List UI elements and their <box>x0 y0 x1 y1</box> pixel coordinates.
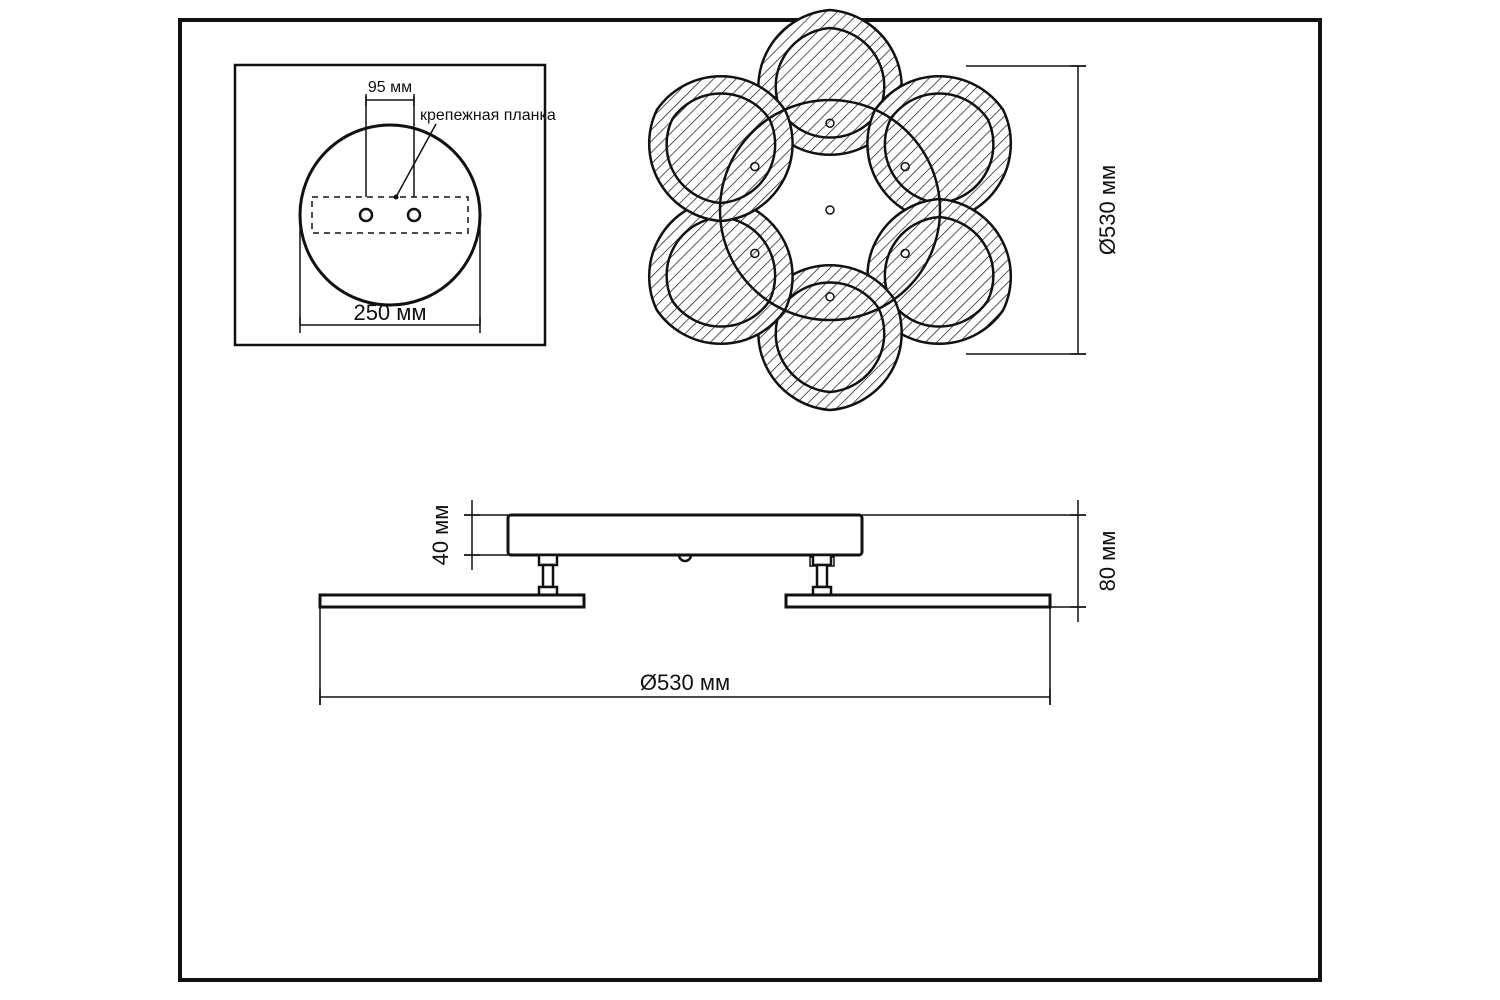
leader-dot <box>394 195 399 200</box>
label-95: 95 мм <box>368 79 412 96</box>
top-view <box>649 10 1011 410</box>
label-80: 80 мм <box>1095 531 1120 592</box>
mount-circle <box>300 125 480 305</box>
side-standoff-left <box>539 555 557 595</box>
side-arm-left <box>320 595 584 607</box>
label-250: 250 мм <box>353 300 426 325</box>
mount-hole-right <box>408 209 420 221</box>
mount-hole-left <box>360 209 372 221</box>
label-530v: Ø530 мм <box>1095 165 1120 255</box>
hub-hole <box>826 206 834 214</box>
side-arm-right <box>786 595 1050 607</box>
label-40: 40 мм <box>428 505 453 566</box>
side-standoff-right <box>813 555 831 595</box>
label-bracket-name: крепежная планка <box>420 107 556 124</box>
side-body <box>508 515 862 555</box>
label-530h: Ø530 мм <box>640 670 730 695</box>
